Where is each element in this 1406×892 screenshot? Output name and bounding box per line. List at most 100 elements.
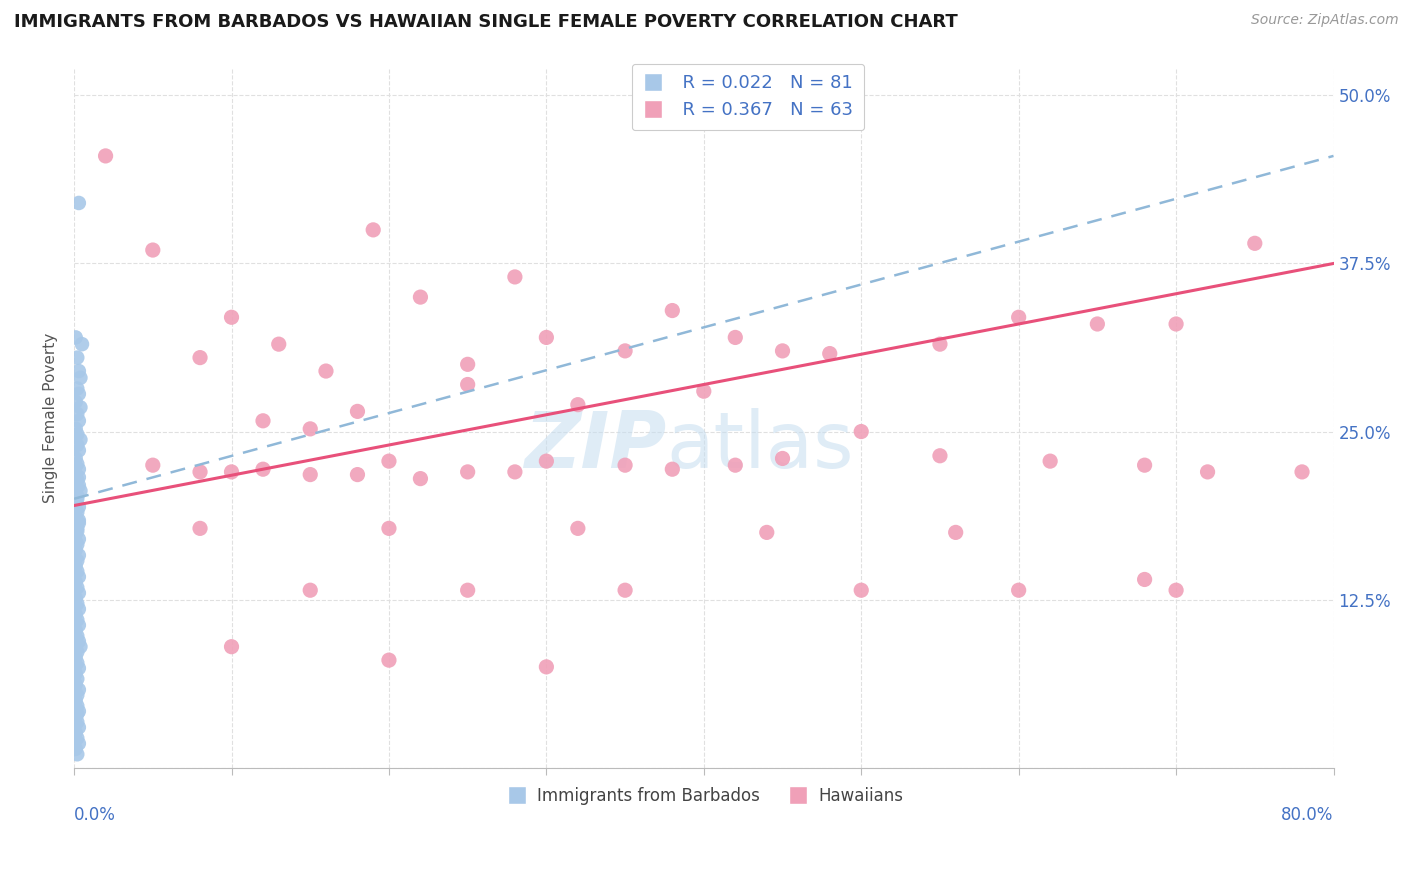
- Point: [378, 521, 401, 535]
- Point: [67, 414, 90, 428]
- Point: [536, 660, 558, 674]
- Point: [67, 634, 90, 648]
- Point: [66, 473, 89, 487]
- Point: [503, 269, 526, 284]
- Point: [67, 462, 90, 476]
- Text: 80.0%: 80.0%: [1281, 806, 1333, 824]
- Point: [661, 303, 683, 318]
- Point: [67, 443, 90, 458]
- Point: [929, 337, 952, 351]
- Point: [65, 510, 87, 524]
- Point: [67, 570, 90, 584]
- Point: [536, 454, 558, 468]
- Point: [724, 330, 747, 344]
- Point: [1243, 236, 1265, 251]
- Point: [65, 725, 87, 739]
- Point: [188, 465, 211, 479]
- Point: [67, 661, 90, 675]
- Point: [614, 458, 637, 472]
- Point: [188, 351, 211, 365]
- Point: [299, 467, 322, 482]
- Point: [945, 525, 967, 540]
- Point: [69, 483, 91, 498]
- Point: [65, 742, 87, 756]
- Point: [65, 693, 87, 707]
- Point: [65, 467, 87, 482]
- Point: [66, 581, 89, 595]
- Point: [1164, 583, 1187, 598]
- Point: [536, 330, 558, 344]
- Point: [851, 425, 873, 439]
- Point: [65, 709, 87, 723]
- Point: [1133, 573, 1156, 587]
- Point: [252, 414, 274, 428]
- Text: Source: ZipAtlas.com: Source: ZipAtlas.com: [1251, 13, 1399, 28]
- Point: [70, 337, 93, 351]
- Point: [65, 559, 87, 574]
- Point: [1008, 583, 1031, 598]
- Point: [65, 502, 87, 516]
- Point: [409, 472, 432, 486]
- Point: [94, 149, 117, 163]
- Point: [1008, 310, 1031, 325]
- Point: [66, 714, 89, 729]
- Point: [457, 357, 479, 371]
- Point: [614, 343, 637, 358]
- Point: [65, 330, 87, 344]
- Point: [67, 602, 90, 616]
- Point: [772, 451, 794, 466]
- Point: [346, 467, 368, 482]
- Point: [66, 524, 89, 538]
- Point: [315, 364, 337, 378]
- Point: [66, 672, 89, 686]
- Point: [267, 337, 290, 351]
- Point: [66, 491, 89, 506]
- Point: [661, 462, 683, 476]
- Point: [65, 542, 87, 557]
- Point: [851, 583, 873, 598]
- Point: [66, 565, 89, 579]
- Point: [409, 290, 432, 304]
- Point: [1197, 465, 1219, 479]
- Point: [67, 704, 90, 718]
- Point: [66, 554, 89, 568]
- Point: [772, 343, 794, 358]
- Point: [67, 470, 90, 484]
- Point: [67, 513, 90, 527]
- Point: [66, 597, 89, 611]
- Point: [65, 422, 87, 436]
- Point: [67, 586, 90, 600]
- Point: [67, 196, 90, 211]
- Point: [66, 489, 89, 503]
- Point: [67, 720, 90, 734]
- Point: [188, 521, 211, 535]
- Point: [66, 505, 89, 519]
- Point: [69, 371, 91, 385]
- Point: [67, 387, 90, 401]
- Point: [1291, 465, 1313, 479]
- Point: [361, 223, 384, 237]
- Point: [724, 458, 747, 472]
- Point: [67, 548, 90, 562]
- Point: [252, 462, 274, 476]
- Text: IMMIGRANTS FROM BARBADOS VS HAWAIIAN SINGLE FEMALE POVERTY CORRELATION CHART: IMMIGRANTS FROM BARBADOS VS HAWAIIAN SIN…: [14, 13, 957, 31]
- Point: [65, 650, 87, 665]
- Point: [378, 653, 401, 667]
- Point: [65, 624, 87, 638]
- Legend: Immigrants from Barbados, Hawaiians: Immigrants from Barbados, Hawaiians: [498, 780, 910, 812]
- Point: [1039, 454, 1062, 468]
- Point: [67, 364, 90, 378]
- Point: [66, 688, 89, 702]
- Point: [65, 526, 87, 541]
- Point: [346, 404, 368, 418]
- Point: [1133, 458, 1156, 472]
- Point: [66, 645, 89, 659]
- Point: [299, 422, 322, 436]
- Point: [65, 607, 87, 622]
- Point: [299, 583, 322, 598]
- Point: [818, 346, 841, 360]
- Point: [142, 243, 165, 257]
- Point: [67, 478, 90, 492]
- Point: [221, 310, 243, 325]
- Point: [65, 481, 87, 495]
